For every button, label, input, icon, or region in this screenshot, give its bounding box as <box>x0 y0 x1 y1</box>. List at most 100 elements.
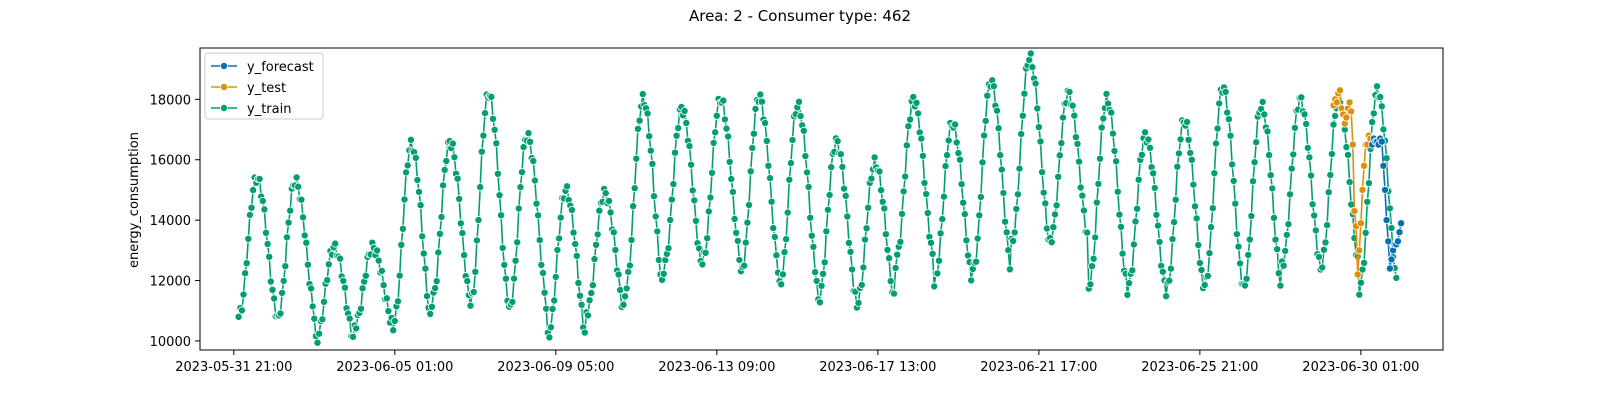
data-point <box>1250 158 1259 167</box>
data-point <box>861 235 870 244</box>
data-point <box>712 111 721 120</box>
data-point <box>1336 86 1345 95</box>
data-point <box>741 238 750 247</box>
data-point <box>456 219 465 228</box>
data-point <box>711 128 720 137</box>
data-point <box>764 161 773 170</box>
data-point <box>1242 274 1251 283</box>
data-point <box>1302 119 1311 128</box>
data-point <box>361 271 370 280</box>
data-point <box>1052 201 1061 210</box>
data-point <box>630 184 639 193</box>
data-point <box>957 180 966 189</box>
data-point <box>1047 238 1056 247</box>
series-y_test <box>1329 86 1375 279</box>
data-point <box>1224 115 1233 124</box>
data-point <box>1102 89 1111 98</box>
data-point <box>896 237 905 246</box>
data-point <box>622 284 631 293</box>
data-point <box>592 240 601 249</box>
data-point <box>497 211 506 220</box>
data-point <box>1236 259 1245 268</box>
data-point <box>268 285 277 294</box>
data-point <box>981 116 990 125</box>
data-point <box>537 260 546 269</box>
data-point <box>1287 164 1296 173</box>
data-point <box>1018 111 1027 120</box>
data-point <box>345 314 354 323</box>
data-point <box>917 134 926 143</box>
data-point <box>1086 280 1095 289</box>
data-point <box>1360 258 1369 267</box>
data-point <box>532 199 541 208</box>
data-point <box>746 167 755 176</box>
data-point <box>348 332 357 341</box>
series-y_train <box>234 49 1401 347</box>
data-point <box>1194 240 1203 249</box>
data-point <box>973 234 982 243</box>
data-point <box>324 260 333 269</box>
data-point <box>241 269 250 278</box>
data-point <box>1146 143 1155 152</box>
data-point <box>1070 111 1079 120</box>
data-point <box>817 281 826 290</box>
data-point <box>795 97 804 106</box>
data-point <box>667 195 676 204</box>
data-point <box>492 139 501 148</box>
data-point <box>567 205 576 214</box>
data-point <box>1039 188 1048 197</box>
data-point <box>1117 222 1126 231</box>
plot-area: 10000 12000 14000 16000 18000 2023-05-31 21:0… <box>150 47 1444 375</box>
data-point <box>780 248 789 257</box>
data-point <box>688 186 697 195</box>
data-point <box>1385 264 1394 273</box>
legend-marker <box>219 83 228 92</box>
data-point <box>466 301 475 310</box>
data-point <box>1252 138 1261 147</box>
data-point <box>472 236 481 245</box>
data-point <box>411 153 420 162</box>
data-point <box>1344 150 1353 159</box>
data-point <box>827 163 836 172</box>
data-point <box>1245 235 1254 244</box>
data-point <box>511 256 520 265</box>
data-point <box>255 174 264 183</box>
data-point <box>936 229 945 238</box>
data-point <box>1059 113 1068 122</box>
data-point <box>804 182 813 191</box>
data-point <box>651 212 660 221</box>
data-point <box>629 202 638 211</box>
data-point <box>833 137 842 146</box>
data-point <box>584 311 593 320</box>
data-point <box>632 154 641 163</box>
data-point <box>576 291 585 300</box>
data-point <box>1197 265 1206 274</box>
data-point <box>352 324 361 333</box>
data-point <box>1355 290 1364 299</box>
data-point <box>627 235 636 244</box>
data-point <box>1381 185 1390 194</box>
data-point <box>471 267 480 276</box>
data-point <box>1057 139 1066 148</box>
data-point <box>1321 238 1330 247</box>
data-point <box>857 280 866 289</box>
data-point <box>292 173 301 182</box>
data-point <box>690 196 699 205</box>
data-point <box>1392 273 1401 282</box>
data-point <box>1356 219 1365 228</box>
data-point <box>724 132 733 141</box>
data-point <box>1263 127 1272 136</box>
data-point <box>1162 292 1171 301</box>
data-point <box>883 245 892 254</box>
y-tick-label: 12000 <box>150 275 191 290</box>
data-point <box>967 276 976 285</box>
data-point <box>609 228 618 237</box>
data-point <box>611 245 620 254</box>
data-point <box>1017 129 1026 138</box>
data-point <box>1265 151 1274 160</box>
data-point <box>918 151 927 160</box>
data-point <box>588 281 597 290</box>
data-point <box>740 261 749 270</box>
data-point <box>406 135 415 144</box>
data-point <box>437 212 446 221</box>
